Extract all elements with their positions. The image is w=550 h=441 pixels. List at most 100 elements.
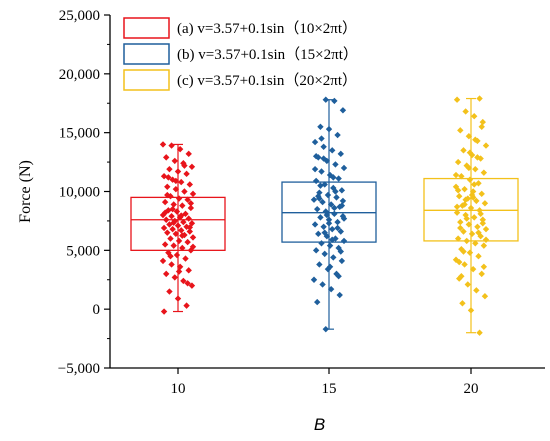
data-point xyxy=(321,181,328,188)
data-point xyxy=(169,225,176,233)
data-point xyxy=(325,216,333,223)
legend-label: (b) v=3.57+0.1sin（15×2πt） xyxy=(177,46,358,63)
data-point xyxy=(457,218,464,226)
data-point xyxy=(461,185,468,193)
data-point xyxy=(453,96,461,103)
x-tick-label: 20 xyxy=(464,381,479,397)
y-tick-label: 15,000 xyxy=(59,126,100,142)
data-point xyxy=(189,190,197,198)
data-point xyxy=(464,281,471,288)
data-point xyxy=(188,163,196,170)
data-point xyxy=(478,190,485,198)
data-point xyxy=(187,200,195,207)
data-point xyxy=(481,293,489,300)
data-point xyxy=(480,242,488,249)
legend-label: (a) v=3.57+0.1sin（10×2πt） xyxy=(177,20,357,37)
legend-label: (c) v=3.57+0.1sin（20×2πt） xyxy=(177,72,357,89)
legend-swatch xyxy=(123,17,170,39)
data-point xyxy=(312,177,320,185)
data-point xyxy=(460,147,467,154)
data-point xyxy=(340,215,348,222)
data-point xyxy=(471,112,478,120)
x-tick-label: 10 xyxy=(171,381,186,397)
data-point xyxy=(185,267,192,274)
legend-swatch xyxy=(123,43,170,65)
data-point xyxy=(482,236,490,243)
data-point xyxy=(460,228,467,235)
data-point xyxy=(314,298,321,306)
data-point xyxy=(318,135,325,142)
data-point xyxy=(320,155,327,162)
data-point xyxy=(182,255,189,262)
data-point xyxy=(338,257,346,265)
data-point xyxy=(326,242,334,249)
data-point xyxy=(329,225,336,233)
data-point xyxy=(164,229,171,236)
data-point xyxy=(312,153,320,160)
data-point xyxy=(184,238,191,246)
data-point xyxy=(335,175,342,182)
data-point xyxy=(331,204,338,212)
data-point xyxy=(452,183,460,190)
data-point xyxy=(175,237,183,245)
data-point xyxy=(163,270,170,278)
data-point xyxy=(183,170,190,178)
data-point xyxy=(457,224,464,232)
data-point xyxy=(458,273,465,280)
data-point xyxy=(186,181,193,188)
data-point xyxy=(183,302,190,309)
data-point xyxy=(159,141,167,148)
data-point xyxy=(311,138,319,146)
data-point xyxy=(473,287,480,294)
data-point xyxy=(452,171,460,179)
data-point xyxy=(178,212,185,219)
data-point xyxy=(316,189,323,196)
data-point xyxy=(165,249,172,256)
data-point xyxy=(469,265,477,273)
data-point xyxy=(337,228,344,235)
data-point xyxy=(333,194,340,201)
data-point xyxy=(176,263,184,271)
data-point xyxy=(481,200,489,207)
data-point xyxy=(330,174,337,181)
y-tick-label: 10,000 xyxy=(59,185,100,201)
data-point xyxy=(474,154,481,161)
legend: (a) v=3.57+0.1sin（10×2πt） (b) v=3.57+0.1s… xyxy=(123,17,358,91)
data-point xyxy=(322,325,329,333)
data-point xyxy=(459,300,466,307)
data-point xyxy=(334,224,341,232)
data-point xyxy=(179,232,186,239)
data-point xyxy=(463,237,470,245)
data-point xyxy=(334,131,341,139)
data-point xyxy=(176,145,184,153)
data-point xyxy=(316,261,323,268)
data-point xyxy=(324,191,332,199)
x-axis-title: B xyxy=(314,415,325,434)
data-point xyxy=(170,219,177,226)
data-point xyxy=(472,240,479,247)
data-point xyxy=(189,243,197,251)
data-point xyxy=(173,208,181,215)
data-point xyxy=(456,193,463,200)
data-point xyxy=(320,223,327,230)
data-point xyxy=(172,230,180,238)
data-point xyxy=(326,263,334,271)
data-point xyxy=(168,213,175,220)
data-point xyxy=(175,195,183,202)
y-axis-title: Force (N) xyxy=(17,160,34,223)
data-point xyxy=(187,204,195,212)
data-point xyxy=(329,236,336,243)
data-point xyxy=(482,142,490,149)
data-point xyxy=(338,202,346,209)
data-point xyxy=(454,187,462,194)
data-point xyxy=(330,254,337,261)
data-point xyxy=(315,230,322,238)
data-point xyxy=(166,165,173,173)
data-point xyxy=(454,158,462,166)
data-point xyxy=(339,197,347,205)
data-point xyxy=(329,147,336,154)
data-point xyxy=(171,274,178,281)
data-point xyxy=(167,193,174,200)
data-point xyxy=(477,210,484,218)
data-point xyxy=(316,195,323,202)
